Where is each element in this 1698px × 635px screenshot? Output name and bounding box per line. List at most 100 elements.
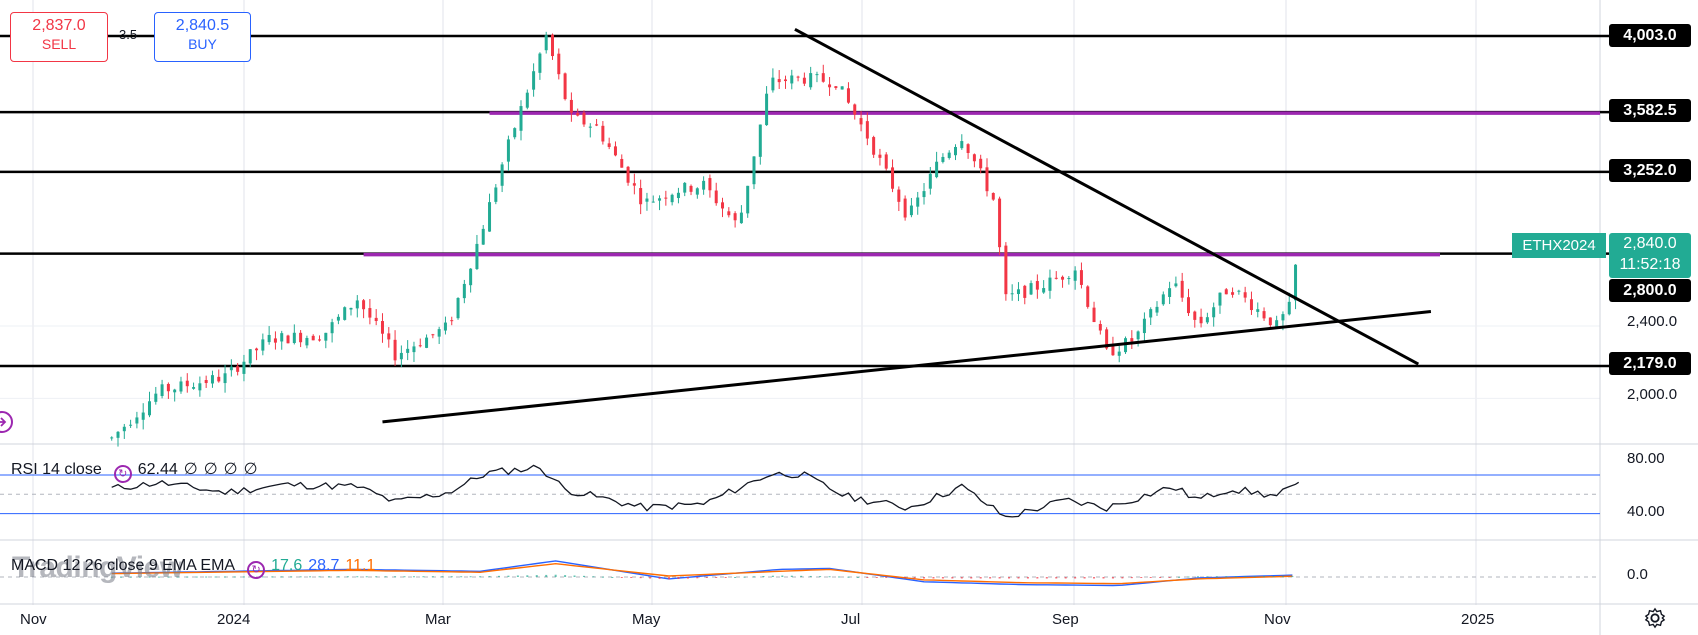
candle-body (544, 35, 548, 51)
candle (658, 195, 662, 211)
level-tag-3252[interactable]: 3,252.0 (1609, 159, 1691, 182)
candle-body (569, 99, 573, 113)
buy-button[interactable]: 2,840.5 BUY (154, 12, 251, 62)
macd-histogram-bar (932, 577, 935, 579)
rsi-legend[interactable]: RSI 14 close ↻ 62.44 ∅ ∅ ∅ ∅ (11, 459, 264, 483)
candle-body (972, 154, 976, 162)
candle-body (469, 268, 473, 286)
macd-histogram-bar (705, 577, 708, 578)
candle-body (550, 34, 554, 57)
level-tag-2800[interactable]: 2,800.0 (1609, 279, 1691, 302)
macd-histogram-bar (1281, 576, 1284, 578)
candle-body (1155, 306, 1159, 313)
macd-histogram-bar (1017, 577, 1020, 579)
candle-body (878, 154, 882, 158)
macd-line (111, 560, 1293, 587)
candle (1023, 284, 1027, 305)
macd-histogram-bar (318, 576, 321, 578)
level-tag-2179[interactable]: 2,179.0 (1609, 352, 1691, 375)
candle (569, 92, 573, 122)
candle (1212, 302, 1216, 327)
macd-histogram-bar (989, 577, 992, 579)
candle-body (462, 283, 466, 299)
candle-body (1237, 290, 1241, 292)
sell-label: SELL (41, 36, 77, 52)
candle (1042, 280, 1046, 294)
macd-histogram-bar (781, 575, 784, 577)
macd-histogram-bar (894, 577, 897, 578)
candle (1224, 288, 1228, 295)
macd-histogram-bar (403, 576, 406, 578)
candle-body (922, 191, 926, 198)
candle-body (248, 349, 252, 364)
candle (1249, 291, 1253, 315)
candle-body (494, 187, 498, 202)
candle-body (330, 322, 334, 334)
candle-body (928, 173, 932, 189)
alert-marker (0, 411, 13, 433)
macd-histogram-bar (762, 576, 765, 578)
macd-histogram-bar (1187, 576, 1190, 578)
candle-body (116, 431, 120, 438)
candle (387, 327, 391, 348)
candle-body (223, 373, 227, 384)
macd-histogram-bar (1178, 576, 1181, 578)
candle-body (261, 339, 265, 351)
candle (280, 330, 284, 350)
candle (494, 184, 498, 205)
candle (456, 297, 460, 320)
candle-body (450, 320, 454, 322)
macd-histogram-bar (120, 576, 123, 578)
candle (1086, 285, 1090, 309)
macd-histogram-bar (375, 576, 378, 578)
candle (979, 154, 983, 174)
candle (229, 359, 233, 377)
candle-body (399, 352, 403, 360)
candle (985, 158, 989, 197)
candle-body (488, 202, 492, 232)
macd-histogram-bar (677, 577, 680, 579)
candle-body (607, 143, 611, 147)
macd-histogram-bar (960, 577, 963, 579)
candle-body (1218, 292, 1222, 306)
candle (544, 31, 548, 54)
time-tick-may: May (632, 611, 661, 628)
candle-body (859, 118, 863, 125)
macd-histogram-bar (639, 577, 642, 579)
macd-histogram-bar (800, 575, 803, 577)
macd-histogram-bar (753, 576, 755, 578)
candle (777, 70, 781, 90)
rsi-title: RSI 14 close (11, 461, 102, 478)
settings-gear-icon[interactable] (1644, 607, 1666, 629)
candle-body (891, 167, 895, 189)
candle-body (916, 197, 920, 207)
level-tag-4003[interactable]: 4,003.0 (1609, 24, 1691, 47)
candle (1016, 282, 1020, 302)
macd-histogram-bar (970, 577, 973, 579)
macd-histogram-bar (809, 575, 812, 577)
candle-body (1149, 309, 1153, 318)
candle-body (349, 307, 353, 310)
macd-histogram-bar (412, 576, 415, 578)
macd-histogram-bar (167, 576, 170, 578)
candle-body (947, 152, 951, 158)
candle (538, 52, 542, 80)
indicator-sync-icon[interactable]: ↻ (247, 561, 266, 579)
macd-legend[interactable]: MACD 12 26 close 9 EMA EMA ↻ 17.6 28.7 11.1 (11, 557, 381, 579)
macd-histogram-bar (667, 577, 670, 580)
indicator-sync-icon[interactable]: ↻ (113, 465, 132, 483)
candle (752, 156, 756, 190)
sell-button[interactable]: 2,837.0 SELL (10, 12, 108, 62)
level-tag-3582[interactable]: 3,582.5 (1609, 99, 1691, 122)
buy-label: BUY (188, 36, 217, 52)
candle (147, 391, 151, 418)
macd-histogram-bar (535, 575, 538, 577)
candle (689, 184, 693, 196)
candle-body (1016, 289, 1020, 295)
candle-body (236, 366, 240, 372)
candle (1186, 288, 1190, 316)
macd-histogram-bar (1263, 576, 1266, 578)
candle (217, 369, 221, 383)
macd-histogram-bar (1130, 577, 1133, 579)
